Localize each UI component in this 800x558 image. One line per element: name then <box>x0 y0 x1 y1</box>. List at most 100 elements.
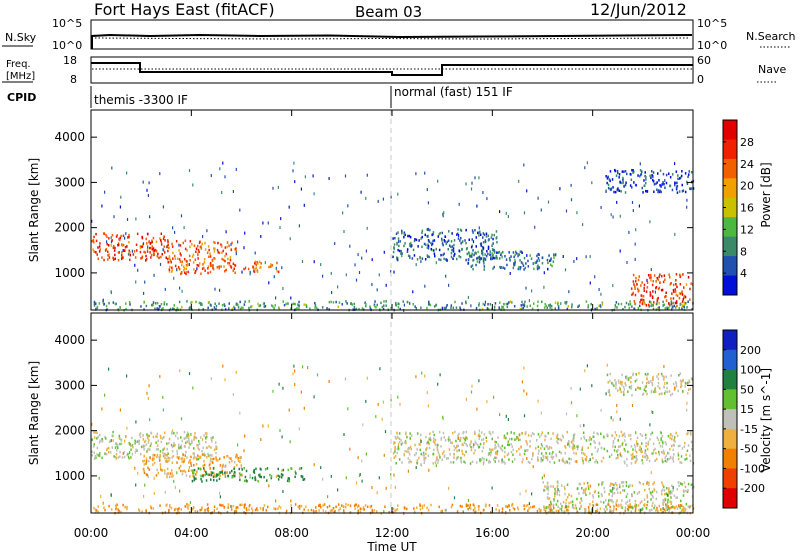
echo-cell <box>142 438 145 441</box>
scatter-echo-cell <box>600 292 602 296</box>
echo-cell <box>412 248 415 252</box>
echo-cell <box>645 433 647 437</box>
scatter-echo-cell <box>143 494 145 498</box>
echo-cell <box>589 436 591 439</box>
echo-cell <box>557 505 559 508</box>
echo-cell <box>215 304 218 308</box>
echo-cell <box>460 461 462 464</box>
scatter-echo-cell <box>403 303 405 307</box>
echo-cell <box>155 448 158 451</box>
echo-cell <box>111 239 113 242</box>
echo-cell <box>145 304 148 308</box>
scatter-echo-cell <box>638 204 640 208</box>
echo-cell <box>663 452 665 455</box>
echo-cell <box>183 458 186 461</box>
echo-cell <box>243 467 245 470</box>
echo-cell <box>646 454 649 458</box>
echo-cell <box>203 463 206 467</box>
echo-cell <box>609 393 611 397</box>
echo-cell <box>556 491 558 494</box>
echo-cell <box>529 506 532 509</box>
echo-cell <box>689 454 691 457</box>
echo-cell <box>519 307 522 311</box>
echo-cell <box>466 252 468 256</box>
echo-cell <box>490 448 493 452</box>
scatter-echo-cell <box>361 256 363 260</box>
echo-cell <box>228 262 231 265</box>
echo-cell <box>621 481 623 484</box>
echo-cell <box>212 436 214 439</box>
echo-cell <box>680 455 683 458</box>
scatter-echo-cell <box>458 233 460 237</box>
echo-cell <box>657 510 659 513</box>
colorbar-swatch <box>723 428 737 450</box>
echo-cell <box>679 275 681 278</box>
echo-cell <box>108 237 110 240</box>
scatter-echo-cell <box>135 280 137 284</box>
echo-cell <box>568 445 571 448</box>
echo-cell <box>285 302 287 306</box>
scatter-echo-cell <box>358 271 361 274</box>
echo-cell <box>193 268 195 271</box>
echo-cell <box>451 441 453 444</box>
scatter-echo-cell <box>631 201 634 204</box>
echo-cell <box>491 257 494 261</box>
echo-cell <box>625 484 628 488</box>
echo-cell <box>162 307 164 310</box>
echo-cell <box>626 375 628 378</box>
echo-cell <box>465 430 468 434</box>
scatter-echo-cell <box>178 446 180 450</box>
echo-cell <box>531 307 534 311</box>
echo-cell <box>103 506 105 509</box>
echo-cell <box>122 243 125 247</box>
scatter-echo-cell <box>570 198 573 202</box>
echo-cell <box>629 484 631 487</box>
scatter-echo-cell <box>397 395 399 399</box>
echo-cell <box>211 440 213 443</box>
echo-cell <box>108 253 110 256</box>
echo-cell <box>550 455 553 459</box>
echo-cell <box>657 381 660 385</box>
scatter-echo-cell <box>498 509 500 513</box>
echo-cell <box>158 456 160 459</box>
echo-cell <box>421 257 424 260</box>
echo-cell <box>130 448 132 451</box>
echo-cell <box>675 279 677 282</box>
echo-cell <box>576 510 578 513</box>
scatter-echo-cell <box>268 484 270 488</box>
echo-cell <box>254 508 257 512</box>
echo-cell <box>527 509 529 512</box>
scatter-echo-cell <box>237 240 239 244</box>
scatter-echo-cell <box>245 266 247 270</box>
echo-cell <box>546 306 548 310</box>
echo-cell <box>632 169 634 172</box>
echo-cell <box>646 494 648 497</box>
echo-cell <box>173 307 175 311</box>
echo-cell <box>203 266 205 270</box>
echo-cell <box>454 252 456 256</box>
scatter-echo-cell <box>526 457 528 460</box>
echo-cell <box>568 457 570 460</box>
echo-cell <box>207 265 210 268</box>
echo-cell <box>423 458 426 462</box>
echo-cell <box>152 453 155 457</box>
echo-cell <box>163 452 166 456</box>
echo-cell <box>450 304 453 307</box>
echo-cell <box>323 503 326 506</box>
echo-cell <box>146 247 149 251</box>
scatter-echo-cell <box>275 499 277 503</box>
echo-cell <box>276 261 278 265</box>
echo-cell <box>364 504 367 507</box>
echo-cell <box>559 438 561 441</box>
scatter-echo-cell <box>343 433 345 436</box>
echo-cell <box>497 445 500 448</box>
scatter-echo-cell <box>663 365 665 368</box>
echo-cell <box>172 455 175 458</box>
scatter-echo-cell <box>651 410 653 414</box>
echo-cell <box>621 434 624 437</box>
echo-cell <box>396 258 398 261</box>
echo-cell <box>333 510 335 514</box>
echo-cell <box>647 456 649 460</box>
echo-cell <box>666 307 669 311</box>
